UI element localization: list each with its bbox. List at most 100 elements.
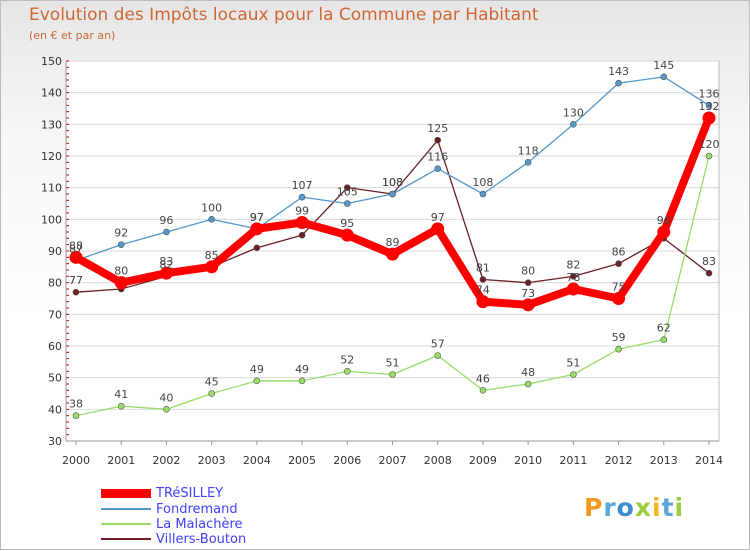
data-point (253, 244, 261, 252)
data-label: 51 (566, 357, 580, 370)
data-label: 77 (69, 274, 83, 287)
y-tick-label: 110 (41, 182, 62, 195)
data-point (434, 165, 442, 172)
data-label: 80 (114, 265, 128, 278)
series-la-malach-re (72, 152, 713, 419)
x-tick-label: 2007 (379, 454, 407, 467)
data-label: 145 (653, 59, 674, 72)
data-label: 52 (340, 353, 354, 366)
x-tick-label: 2013 (650, 454, 678, 467)
data-point (566, 282, 580, 296)
data-point (343, 368, 351, 375)
data-label: 120 (699, 138, 720, 151)
data-label: 40 (159, 391, 173, 404)
x-tick-label: 2002 (152, 454, 180, 467)
data-point (389, 371, 396, 378)
series-tr-silley (69, 111, 716, 312)
data-point (660, 73, 668, 81)
data-label: 83 (159, 255, 173, 268)
data-label: 80 (521, 265, 535, 278)
logo-letter: x (634, 493, 652, 522)
data-label: 105 (337, 186, 358, 199)
data-label: 108 (472, 176, 493, 189)
data-label: 49 (250, 363, 264, 376)
data-label: 130 (563, 106, 584, 119)
y-tick-label: 70 (48, 308, 62, 321)
data-point (72, 412, 80, 419)
x-tick-label: 2008 (424, 454, 452, 467)
data-label: 78 (566, 271, 580, 284)
data-label: 38 (69, 398, 83, 411)
data-label: 82 (159, 258, 173, 271)
data-point (657, 225, 671, 239)
data-point (250, 222, 264, 236)
y-tick-label: 60 (48, 340, 62, 353)
data-point (524, 380, 532, 388)
y-tick-label: 130 (41, 118, 62, 131)
data-label: 59 (612, 331, 626, 344)
logo-letter: i (652, 493, 662, 522)
data-label: 96 (159, 214, 173, 227)
legend-label: Villers-Bouton (156, 531, 247, 547)
x-tick-label: 2003 (198, 454, 226, 467)
x-tick-label: 2012 (605, 454, 633, 467)
data-label: 143 (608, 65, 629, 78)
data-point (479, 276, 487, 283)
data-label: 75 (612, 281, 626, 294)
data-label: 86 (612, 246, 626, 259)
data-point (163, 228, 170, 236)
data-point (434, 352, 442, 359)
y-tick-label: 150 (41, 55, 62, 68)
data-point (521, 298, 535, 312)
data-label: 107 (292, 179, 313, 192)
data-label: 116 (427, 151, 448, 164)
data-point (69, 250, 83, 264)
legend-swatch-tresilley (101, 488, 151, 498)
y-tick-label: 140 (41, 87, 62, 100)
y-tick-label: 40 (48, 403, 62, 416)
data-point (702, 111, 716, 125)
data-point (570, 273, 577, 280)
data-label: 89 (386, 236, 400, 249)
data-point (524, 279, 532, 286)
data-point (72, 288, 80, 296)
data-label: 85 (205, 249, 219, 262)
data-point (524, 159, 532, 166)
y-tick-label: 100 (41, 213, 62, 226)
data-label: 57 (431, 338, 445, 351)
data-point (298, 377, 306, 385)
x-tick-label: 2014 (695, 454, 723, 467)
data-point (298, 193, 306, 201)
data-label: 97 (250, 211, 264, 224)
data-point (570, 371, 577, 378)
legend-label: TRéSILLEY (156, 485, 224, 501)
legend-label: La Malachère (156, 516, 243, 532)
x-tick-label: 2004 (243, 454, 271, 467)
data-label: 87 (69, 243, 83, 256)
data-label: 73 (521, 287, 535, 300)
y-tick-label: 90 (48, 245, 62, 258)
chart-title: Evolution des Impôts locaux pour la Comm… (29, 5, 539, 25)
data-point (117, 402, 125, 410)
logo-letter: r (603, 493, 617, 522)
data-label: 108 (382, 176, 403, 189)
chart-subtitle: (en € et par an) (29, 29, 116, 42)
proxiti-logo: Proxiti (584, 493, 684, 522)
data-point (163, 406, 170, 413)
data-point (298, 231, 306, 239)
data-label: 100 (201, 201, 222, 214)
data-point (705, 152, 713, 160)
data-point (208, 390, 215, 397)
data-point (340, 228, 354, 242)
legend-item-villers-bouton: Villers-Bouton (101, 532, 246, 546)
data-label: 99 (295, 205, 309, 218)
data-point (476, 295, 490, 309)
data-point (117, 241, 125, 248)
data-point (253, 377, 261, 385)
data-point (660, 336, 668, 343)
data-label: 136 (699, 87, 720, 100)
data-label: 51 (386, 357, 400, 370)
y-tick-label: 80 (48, 277, 62, 290)
y-tick-label: 50 (48, 372, 62, 385)
data-label: 95 (340, 217, 354, 230)
